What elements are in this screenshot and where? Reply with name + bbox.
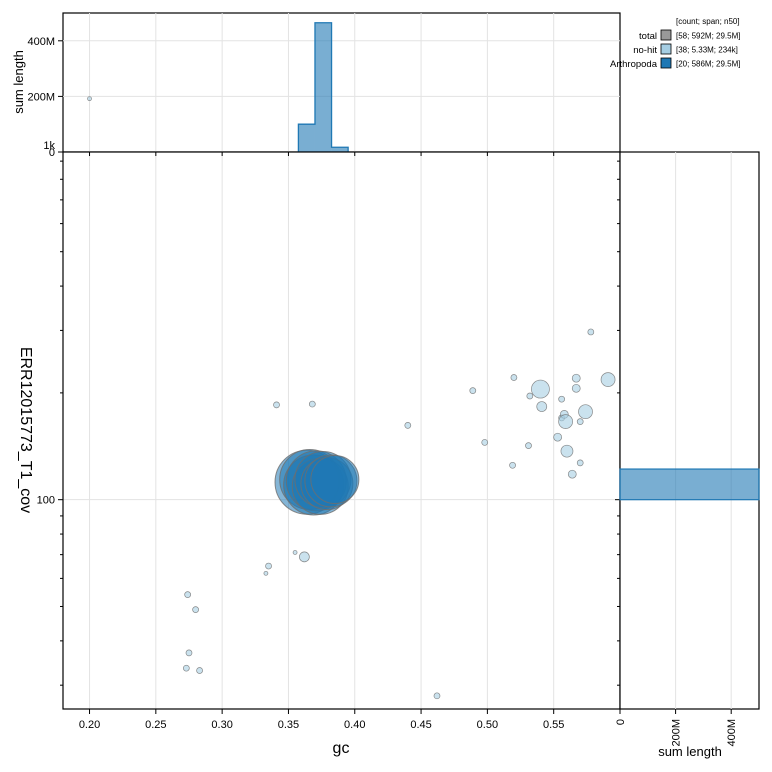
x-tick-label: 0.55	[543, 719, 564, 731]
right-histogram-x-ticks: 0 200M 400M	[615, 709, 738, 747]
scatter-y-ticks: 100 1k	[37, 140, 620, 686]
x-tick-label: 0.50	[477, 719, 498, 731]
legend-swatch	[660, 43, 672, 55]
legend-entry-stats: [58; 592M; 29.5M]	[676, 32, 740, 41]
point-no-hit	[265, 562, 272, 570]
point-no-hit	[576, 459, 584, 467]
top-y-tick-label: 200M	[27, 91, 55, 103]
top-histogram-bar	[331, 147, 349, 152]
scatter-grid	[63, 152, 620, 709]
right-histogram-bars	[619, 468, 760, 501]
top-y-tick-label: 0	[49, 147, 55, 159]
top-histogram: 0 200M 400M sum length	[11, 12, 621, 159]
scatter-panel: 0.20 0.25 0.30 0.35 0.40 0.45 0.50 0.55 100 1k g…	[17, 96, 621, 757]
right-x-tick-label: 200M	[671, 719, 683, 747]
legend-entry-name: total	[639, 31, 657, 42]
point-no-hit	[481, 439, 489, 446]
point-arthropoda	[310, 454, 360, 504]
point-no-hit	[553, 432, 563, 442]
point-no-hit	[600, 372, 616, 387]
top-histogram-bars	[297, 22, 349, 153]
point-no-hit	[273, 401, 280, 409]
point-no-hit	[571, 383, 581, 393]
scatter-background	[63, 152, 620, 709]
legend-entries: total [58; 592M; 29.5M] no-hit [38; 5.33M; …	[610, 29, 740, 70]
legend-entry-name: no-hit	[633, 45, 657, 56]
top-histogram-frame	[62, 12, 621, 153]
x-tick-label: 0.35	[278, 719, 299, 731]
point-no-hit	[87, 96, 92, 102]
top-histogram-bar	[298, 124, 315, 152]
x-tick-label: 0.45	[410, 719, 431, 731]
point-no-hit	[578, 404, 593, 420]
point-no-hit	[571, 373, 581, 383]
x-tick-label: 0.25	[145, 719, 166, 731]
point-no-hit	[404, 422, 412, 429]
scatter-points	[87, 96, 616, 700]
point-no-hit	[299, 551, 310, 563]
point-no-hit	[576, 418, 584, 425]
point-no-hit	[558, 414, 573, 429]
x-tick-label: 0.30	[211, 719, 232, 731]
point-no-hit	[509, 461, 516, 469]
right-histogram-frame	[619, 151, 760, 710]
top-histogram-y-label: sum length	[11, 50, 26, 114]
point-no-hit	[536, 401, 548, 412]
top-histogram-bar	[314, 22, 332, 153]
legend-entry-name: Arthropoda	[610, 59, 658, 70]
point-no-hit	[469, 387, 477, 394]
point-no-hit	[525, 442, 532, 450]
legend-header: [count; span; n50]	[676, 17, 740, 26]
point-no-hit	[182, 664, 190, 672]
top-histogram-outline	[297, 22, 349, 152]
point-no-hit	[558, 395, 565, 403]
legend: [count; span; n50] total [58; 592M; 29.5M…	[610, 17, 741, 70]
legend-entry-stats: [38; 5.33M; 234k]	[676, 46, 738, 55]
point-no-hit	[184, 591, 192, 598]
x-tick-label: 0.20	[79, 719, 100, 731]
legend-entry-stats: [20; 586M; 29.5M]	[676, 60, 740, 69]
right-histogram-x-label: sum length	[658, 744, 722, 759]
top-histogram-y-ticks: 0 200M 400M	[27, 36, 63, 159]
point-no-hit	[263, 570, 269, 576]
y-tick-label: 1k	[43, 140, 55, 152]
point-no-hit	[560, 444, 574, 458]
right-histogram: 0 200M 400M sum length	[615, 151, 760, 759]
right-histogram-bar	[619, 468, 760, 501]
scatter-x-label: gc	[333, 740, 350, 757]
x-tick-label: 0.40	[344, 719, 365, 731]
point-no-hit	[587, 328, 595, 336]
scatter-x-ticks: 0.20 0.25 0.30 0.35 0.40 0.45 0.50 0.55	[79, 152, 564, 731]
point-no-hit	[292, 550, 298, 555]
point-no-hit	[185, 649, 193, 657]
legend-swatch	[660, 29, 672, 41]
scatter-y-label: ERR12015773_T1_cov	[17, 347, 34, 513]
point-no-hit	[308, 400, 316, 408]
point-no-hit	[567, 469, 577, 479]
point-no-hit	[196, 667, 203, 674]
point-no-hit	[526, 392, 534, 400]
y-tick-label: 100	[37, 495, 55, 507]
point-no-hit	[433, 692, 441, 700]
right-x-tick-label: 400M	[726, 719, 738, 747]
point-no-hit	[192, 606, 199, 613]
top-y-tick-label: 400M	[27, 36, 55, 48]
legend-swatch	[660, 57, 672, 69]
point-no-hit	[510, 374, 518, 381]
right-x-tick-label: 0	[615, 719, 627, 725]
point-no-hit	[531, 379, 550, 399]
